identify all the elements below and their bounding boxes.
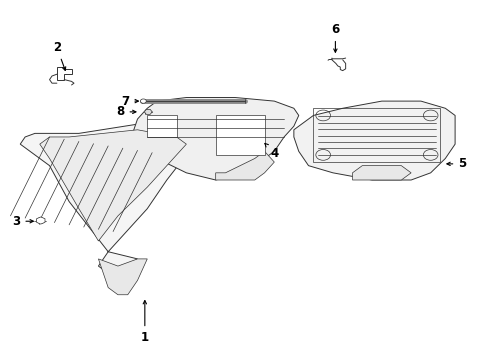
Polygon shape — [37, 217, 45, 224]
Polygon shape — [133, 98, 299, 180]
Text: 1: 1 — [141, 301, 149, 344]
Polygon shape — [294, 101, 455, 180]
Polygon shape — [216, 116, 265, 155]
Text: 8: 8 — [116, 105, 136, 118]
Polygon shape — [216, 151, 274, 180]
Text: 6: 6 — [331, 23, 340, 52]
Polygon shape — [145, 109, 152, 114]
Polygon shape — [40, 130, 186, 241]
Polygon shape — [352, 166, 411, 180]
Polygon shape — [147, 116, 176, 137]
Polygon shape — [98, 259, 147, 295]
Text: 2: 2 — [53, 41, 66, 71]
Text: 7: 7 — [121, 95, 138, 108]
Polygon shape — [20, 123, 206, 273]
Text: 5: 5 — [447, 157, 466, 170]
Circle shape — [37, 218, 45, 224]
Text: 4: 4 — [265, 143, 278, 159]
Circle shape — [141, 99, 147, 103]
Text: 3: 3 — [12, 215, 33, 228]
